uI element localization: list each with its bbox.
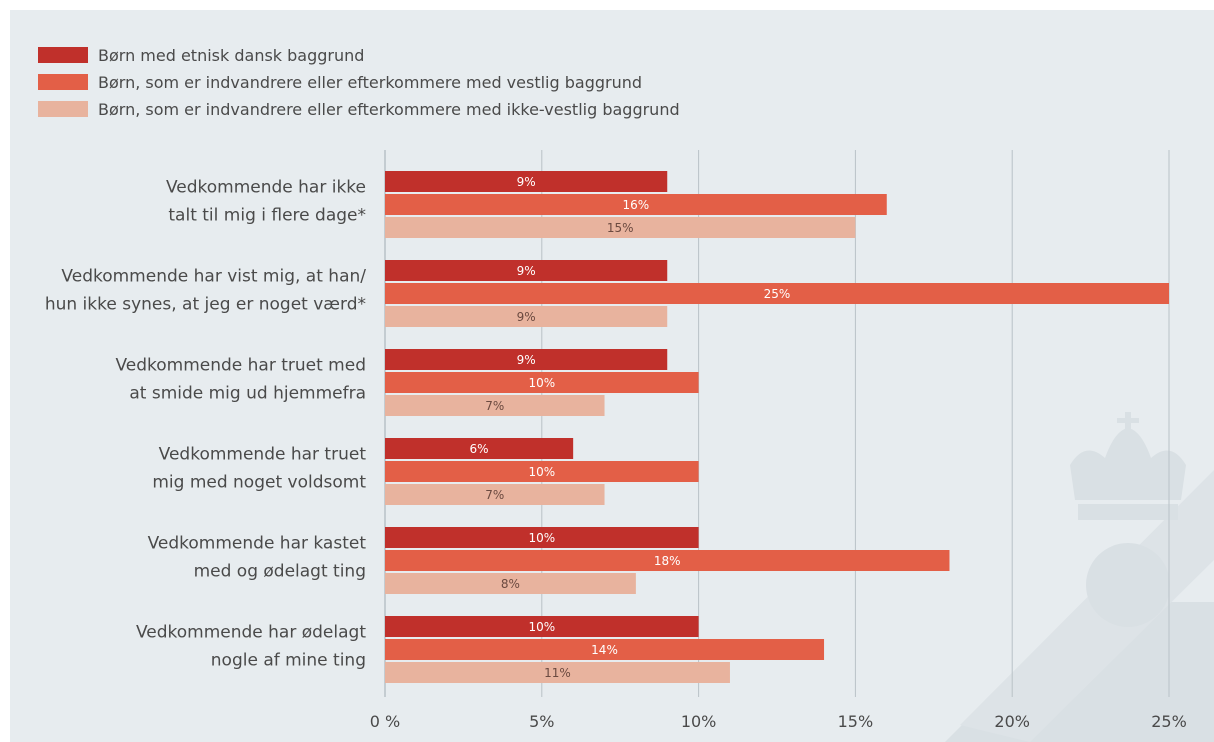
bar-value-label: 10% <box>528 465 555 479</box>
bar-value-label: 9% <box>517 310 536 324</box>
bar <box>385 662 730 683</box>
bar-value-label: 10% <box>528 376 555 390</box>
legend-swatch <box>38 47 88 63</box>
bar <box>385 484 605 505</box>
bar <box>385 438 574 459</box>
category-labels: Vedkommende har ikke talt til mig i flere… <box>45 178 367 671</box>
category-label: talt til mig i flere dage* <box>168 206 366 226</box>
bar <box>385 573 636 594</box>
bar <box>385 283 1169 304</box>
category-label: Vedkommende har ikke <box>166 178 366 198</box>
bar-value-label: 6% <box>470 442 489 456</box>
category-label: hun ikke synes, at jeg er noget værd* <box>45 295 366 315</box>
watermark-crown <box>1070 428 1186 500</box>
bar <box>385 171 668 192</box>
legend: Børn med etnisk dansk baggrund Børn, som … <box>38 46 680 119</box>
bar <box>385 217 856 238</box>
bar-value-label: 14% <box>591 643 618 657</box>
legend-swatch <box>38 101 88 117</box>
bar <box>385 527 699 548</box>
bar-value-label: 10% <box>528 531 555 545</box>
watermark-cross-h <box>1117 418 1139 423</box>
x-tick-label: 15% <box>838 712 874 731</box>
bar-value-label: 9% <box>517 175 536 189</box>
bar-value-label: 9% <box>517 353 536 367</box>
bar <box>385 349 668 370</box>
legend-swatch <box>38 74 88 90</box>
legend-label: Børn, som er indvandrere eller efterkomm… <box>98 100 680 119</box>
bar-value-label: 7% <box>485 399 504 413</box>
watermark-crown-band <box>1078 504 1178 520</box>
category-label: Vedkommende har truet med <box>115 356 366 376</box>
grid <box>384 150 1170 697</box>
bars: 9% 16% 15% 9% 25% 9% 9% 10% 7% 6% 10% 7% 10% 18% 8% 10%… <box>385 171 1169 683</box>
legend-label: Børn med etnisk dansk baggrund <box>98 46 364 65</box>
category-label: mig med noget voldsomt <box>152 473 366 493</box>
crown-watermark <box>945 412 1214 742</box>
category-label: at smide mig ud hjemmefra <box>129 384 366 404</box>
bar <box>385 395 605 416</box>
bar-value-label: 16% <box>623 198 650 212</box>
category-label: med og ødelagt ting <box>194 562 366 582</box>
bar <box>385 194 887 215</box>
bar-value-label: 8% <box>501 577 520 591</box>
category-label: Vedkommende har truet <box>159 445 367 465</box>
category-label: Vedkommende har ødelagt <box>136 623 366 643</box>
bar <box>385 306 668 327</box>
category-label: nogle af mine ting <box>211 651 366 671</box>
bar-value-label: 9% <box>517 264 536 278</box>
x-tick-label: 5% <box>529 712 554 731</box>
x-tick-label: 10% <box>681 712 717 731</box>
bar <box>385 550 950 571</box>
x-tick-label: 0 % <box>370 712 400 731</box>
x-axis-ticks: 0 % 5% 10% 15% 20% 25% <box>370 712 1187 731</box>
bar-value-label: 25% <box>764 287 791 301</box>
legend-label: Børn, som er indvandrere eller efterkomm… <box>98 73 642 92</box>
category-label: Vedkommende har vist mig, at han/ <box>61 267 366 287</box>
bar-value-label: 10% <box>528 620 555 634</box>
bar <box>385 616 699 637</box>
bar <box>385 372 699 393</box>
bar-value-label: 11% <box>544 666 571 680</box>
watermark-stripe <box>960 470 1214 742</box>
bar <box>385 260 668 281</box>
bar-value-label: 15% <box>607 221 634 235</box>
x-tick-label: 25% <box>1151 712 1187 731</box>
bar <box>385 639 825 660</box>
bar <box>385 461 699 482</box>
x-tick-label: 20% <box>994 712 1030 731</box>
category-label: Vedkommende har kastet <box>148 534 367 554</box>
watermark-orb <box>1086 543 1170 627</box>
bar-value-label: 7% <box>485 488 504 502</box>
bar-value-label: 18% <box>654 554 681 568</box>
